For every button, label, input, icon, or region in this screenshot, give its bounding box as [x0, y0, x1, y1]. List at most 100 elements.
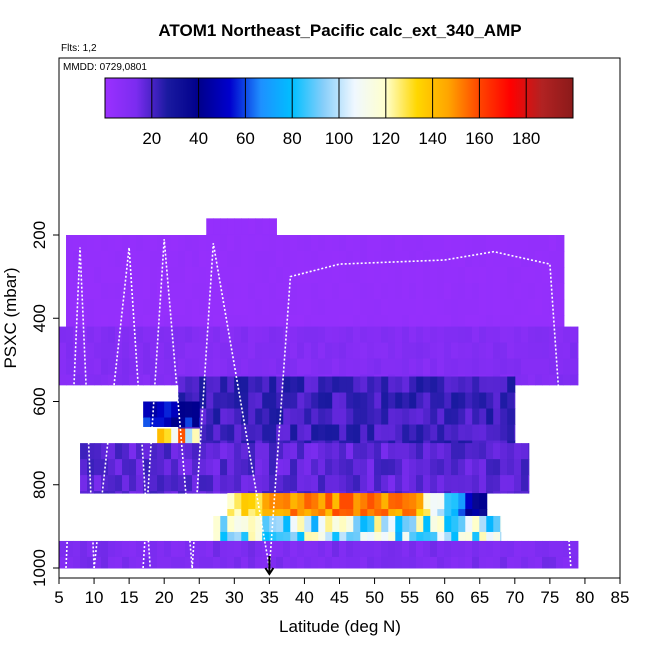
heatmap-cell [360, 299, 368, 316]
heatmap-cell [143, 299, 151, 316]
heatmap-cell [122, 459, 130, 476]
heatmap-cell [437, 235, 445, 252]
heatmap-cell [423, 267, 431, 284]
heatmap-cell [535, 235, 543, 252]
heatmap-cell [199, 408, 207, 426]
heatmap-cell [241, 540, 249, 558]
heatmap-cell [472, 392, 480, 410]
heatmap-cell [486, 540, 494, 558]
heatmap-cell [199, 392, 207, 410]
heatmap-cell [290, 299, 298, 316]
heatmap-cell [262, 283, 270, 300]
heatmap-cell [437, 342, 445, 360]
heatmap-cell [206, 443, 214, 460]
heatmap-cell [367, 408, 375, 426]
heatmap-cell [549, 299, 557, 316]
heatmap-cell [206, 392, 214, 410]
heatmap-cell [227, 376, 235, 394]
heatmap-cell [129, 315, 137, 328]
heatmap-cell [465, 251, 473, 268]
heatmap-cell [374, 342, 382, 360]
heatmap-cell [157, 235, 165, 252]
heatmap-cell [255, 299, 263, 316]
heatmap-cell [213, 459, 221, 476]
heatmap-cell [157, 374, 165, 386]
heatmap-cell [563, 283, 565, 300]
heatmap-cell [115, 342, 123, 360]
heatmap-cell [556, 267, 564, 284]
colorbar-ticks: 20 40 60 80 100 120 140 160 180 [142, 78, 540, 148]
heatmap-cell [577, 358, 579, 376]
heatmap-cell [353, 392, 361, 410]
heatmap-cell [381, 326, 389, 344]
heatmap-cell [318, 475, 326, 492]
heatmap-cell [157, 299, 165, 316]
heatmap-cell [143, 326, 151, 344]
heatmap-cell [241, 515, 249, 533]
heatmap-cell [311, 267, 319, 284]
heatmap-cell [304, 235, 312, 252]
heatmap-area [59, 218, 579, 569]
heatmap-cell [367, 267, 375, 284]
heatmap-cell [339, 424, 347, 442]
heatmap-cell [500, 358, 508, 376]
heatmap-cell [346, 440, 354, 444]
heatmap-cell [486, 493, 488, 510]
heatmap-cell [458, 531, 466, 542]
heatmap-cell [192, 376, 200, 394]
heatmap-cell [521, 475, 529, 492]
heatmap-cell [381, 459, 389, 476]
heatmap-cell [381, 491, 389, 494]
heatmap-cell [374, 491, 382, 494]
heatmap-cell [479, 459, 487, 476]
heatmap-cell [248, 234, 256, 236]
heatmap-cell [304, 408, 312, 426]
heatmap-cell [514, 443, 522, 460]
heatmap-cell [164, 443, 172, 460]
heatmap-cell [262, 408, 270, 426]
heatmap-cell [360, 235, 368, 252]
heatmap-cell [472, 475, 480, 492]
heatmap-cell [367, 376, 375, 394]
heatmap-cell [542, 342, 550, 360]
heatmap-cell [346, 491, 354, 494]
heatmap-cell [304, 283, 312, 300]
heatmap-cell [150, 491, 158, 494]
heatmap-cell [556, 342, 564, 360]
heatmap-cell [157, 475, 165, 492]
heatmap-cell [213, 326, 221, 344]
heatmap-cell [185, 251, 193, 268]
heatmap-cell [262, 251, 270, 268]
heatmap-cell [514, 459, 522, 476]
heatmap-cell [346, 267, 354, 284]
heatmap-cell [129, 443, 137, 460]
x-tick-label: 65 [470, 588, 489, 607]
heatmap-cell [542, 556, 550, 569]
heatmap-cell [444, 408, 452, 426]
heatmap-cell [136, 358, 144, 376]
heatmap-cell [157, 417, 165, 427]
heatmap-cell [255, 376, 263, 394]
heatmap-cell [255, 556, 263, 569]
heatmap-cell [311, 424, 319, 442]
heatmap-cell [549, 283, 557, 300]
heatmap-cell [514, 342, 522, 360]
heatmap-cell [101, 475, 109, 492]
heatmap-cell [276, 540, 284, 558]
heatmap-cell [444, 475, 452, 492]
heatmap-cell [332, 515, 340, 533]
heatmap-cell [388, 326, 396, 344]
heatmap-cell [339, 531, 347, 542]
heatmap-cell [521, 540, 529, 558]
heatmap-cell [486, 315, 494, 328]
heatmap-cell [108, 475, 116, 492]
heatmap-cell [514, 283, 522, 300]
heatmap-cell [73, 540, 81, 558]
heatmap-cell [563, 358, 571, 376]
heatmap-cell [150, 475, 158, 492]
heatmap-cell [367, 358, 375, 376]
heatmap-cell [283, 424, 291, 442]
flight-track-profile [65, 247, 95, 569]
heatmap-cell [262, 315, 270, 328]
heatmap-cell [430, 267, 438, 284]
